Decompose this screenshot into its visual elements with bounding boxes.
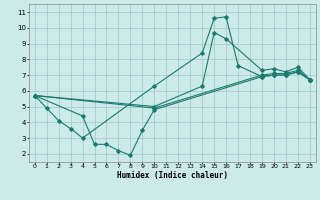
X-axis label: Humidex (Indice chaleur): Humidex (Indice chaleur) [117,171,228,180]
